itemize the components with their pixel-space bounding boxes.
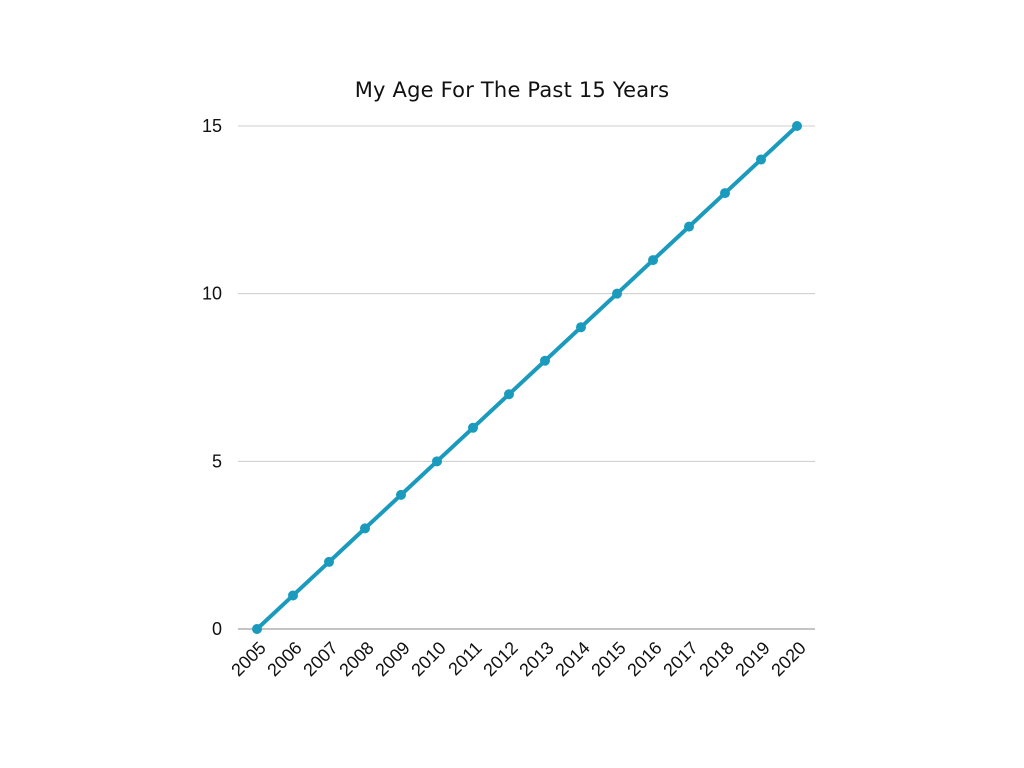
y-tick-label: 5 bbox=[212, 451, 222, 471]
x-tick-label: 2006 bbox=[263, 638, 305, 680]
data-point bbox=[252, 624, 262, 634]
data-point bbox=[792, 121, 802, 131]
x-tick-label: 2005 bbox=[227, 638, 269, 680]
data-point bbox=[432, 456, 442, 467]
x-tick-label: 2014 bbox=[551, 638, 593, 680]
x-tick-label: 2008 bbox=[335, 638, 377, 680]
x-tick-labels: 2005200620072008200920102011201220132014… bbox=[227, 638, 809, 680]
data-point bbox=[720, 188, 730, 199]
x-tick-label: 2009 bbox=[371, 638, 413, 680]
x-tick-label: 2012 bbox=[479, 638, 521, 680]
x-tick-label: 2013 bbox=[515, 638, 557, 680]
data-point bbox=[648, 255, 658, 266]
y-tick-label: 0 bbox=[212, 619, 222, 639]
data-point bbox=[504, 389, 514, 400]
y-tick-labels: 0 5 10 15 bbox=[202, 116, 222, 639]
x-tick-label: 2016 bbox=[623, 638, 665, 680]
x-tick-label: 2007 bbox=[299, 638, 341, 680]
x-tick-label: 2020 bbox=[767, 638, 809, 680]
data-point bbox=[684, 221, 694, 232]
chart-title: My Age For The Past 15 Years bbox=[354, 78, 670, 102]
data-point bbox=[468, 422, 478, 433]
gridlines bbox=[238, 125, 815, 462]
x-tick-label: 2017 bbox=[659, 638, 701, 680]
data-point bbox=[324, 556, 334, 567]
data-point bbox=[396, 489, 406, 500]
data-point bbox=[756, 154, 766, 165]
x-tick-label: 2015 bbox=[587, 638, 629, 680]
data-point bbox=[288, 590, 298, 601]
x-tick-label: 2011 bbox=[444, 638, 486, 680]
x-tick-label: 2019 bbox=[731, 638, 773, 680]
data-point bbox=[612, 288, 622, 299]
y-tick-label: 15 bbox=[202, 116, 222, 136]
data-point bbox=[360, 523, 370, 534]
x-tick-label: 2018 bbox=[695, 638, 737, 680]
data-point bbox=[540, 355, 550, 366]
y-tick-label: 10 bbox=[202, 284, 222, 304]
series-line bbox=[255, 124, 799, 631]
x-tick-label: 2010 bbox=[407, 638, 449, 680]
data-point bbox=[576, 322, 586, 333]
series-layer bbox=[252, 121, 802, 634]
